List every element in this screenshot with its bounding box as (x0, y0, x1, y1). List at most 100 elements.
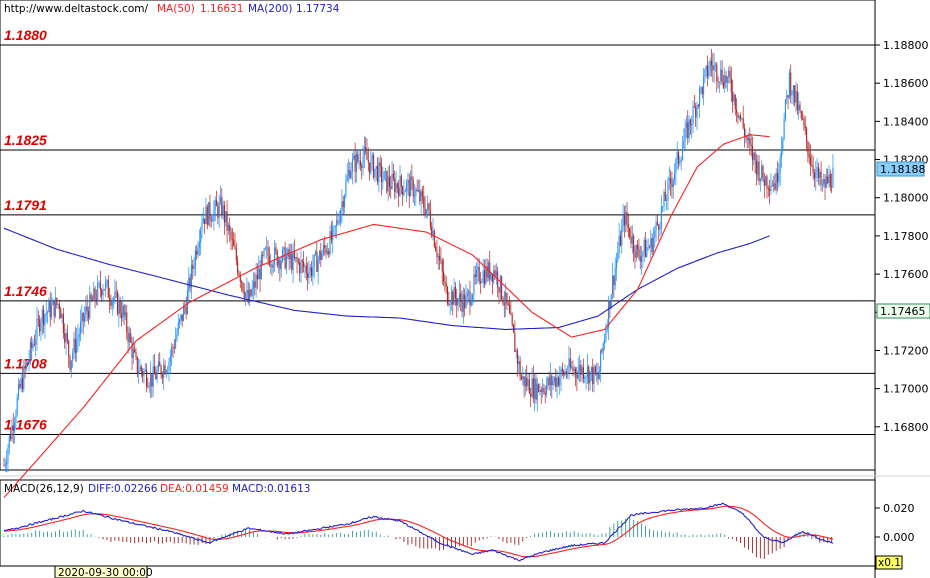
zoom-box[interactable] (875, 555, 903, 570)
candle-body (33, 344, 35, 346)
candle-body (522, 376, 524, 380)
candle-body (157, 361, 159, 371)
candle-body (280, 260, 282, 269)
candle-body (371, 155, 373, 159)
candle-body (316, 251, 318, 272)
site-url[interactable]: http://www.deltastock.com/ (4, 3, 149, 15)
candle-body (778, 172, 780, 183)
candle-body (516, 350, 519, 365)
candle-body (213, 209, 215, 222)
candle-body (50, 304, 53, 318)
candle-body (292, 251, 294, 271)
candle-body (69, 356, 71, 370)
candle-body (660, 206, 662, 227)
candle-body (419, 190, 421, 202)
candle-body (825, 176, 827, 188)
candle-body (299, 262, 301, 274)
candle-body (648, 247, 651, 249)
candle-body (16, 397, 18, 415)
candle-body (699, 88, 701, 107)
candle-body (718, 81, 720, 83)
candle-body (449, 304, 451, 305)
candle-body (573, 368, 575, 371)
candle-body (470, 301, 472, 306)
candle-body (209, 202, 211, 220)
candle-body (812, 166, 814, 173)
candle-body (765, 176, 767, 186)
candle-body (227, 225, 229, 231)
candle-body (94, 288, 96, 300)
candle-body (483, 270, 486, 284)
candle-body (159, 361, 161, 367)
ma50-value: 1.16631 (200, 3, 243, 15)
candle-body (128, 333, 130, 343)
candle-body (396, 183, 398, 188)
candle-body (160, 366, 162, 375)
candle-body (549, 375, 552, 386)
candle-body (572, 367, 574, 371)
candle-body (412, 179, 414, 197)
candle-body (24, 366, 26, 369)
candle-body (208, 202, 210, 226)
candle-body (435, 246, 437, 251)
candle-body (629, 227, 631, 238)
candle-body (206, 206, 208, 226)
candle-body (410, 176, 412, 197)
candle-body (386, 170, 388, 192)
candle-body (556, 377, 558, 388)
candle-body (90, 294, 92, 300)
candle-body (246, 290, 248, 293)
candle-body (181, 314, 183, 321)
candle-body (658, 224, 660, 230)
candle-body (28, 358, 30, 363)
candle-body (266, 247, 268, 249)
candle-body (654, 230, 656, 238)
candle-body (308, 271, 310, 279)
candle-body (229, 225, 231, 232)
candle-body (618, 235, 620, 253)
candle-body (300, 260, 302, 274)
candle-body (423, 196, 425, 208)
candle-body (161, 374, 163, 378)
candle-body (321, 253, 323, 260)
candle-body (786, 95, 788, 100)
candle-body (741, 118, 743, 120)
candle-body (369, 162, 371, 173)
candle-body (514, 332, 516, 353)
candle-body (734, 94, 736, 110)
time-cursor-box (54, 565, 148, 578)
candle-body (609, 300, 611, 309)
candle-body (576, 374, 578, 379)
candle-body (568, 358, 570, 373)
candle-body (37, 318, 39, 320)
candle-body (21, 377, 24, 390)
candle-body (721, 69, 723, 83)
candle-body (85, 306, 87, 315)
candle-body (355, 154, 357, 172)
candle-body (747, 138, 750, 141)
candle-body (338, 222, 340, 223)
candle-body (704, 70, 706, 77)
candle-body (54, 298, 57, 317)
candle-body (384, 170, 387, 172)
candle-body (132, 349, 134, 358)
candle-body (271, 264, 273, 268)
candle-body (407, 179, 409, 183)
candle-body (81, 312, 83, 322)
candle-body (305, 266, 307, 274)
candle-body (553, 377, 555, 382)
candle-body (127, 332, 129, 343)
candle-body (641, 255, 643, 262)
candle-body (395, 183, 397, 193)
candle-body (536, 384, 538, 400)
candle-body (155, 374, 157, 380)
candle-body (696, 105, 698, 118)
candle-body (274, 247, 276, 266)
candle-body (182, 306, 185, 321)
candle-body (460, 293, 462, 301)
candle-body (828, 174, 830, 183)
candle-body (761, 165, 763, 179)
candle-body (402, 186, 404, 195)
candle-body (730, 78, 732, 93)
candle-body (668, 178, 670, 181)
